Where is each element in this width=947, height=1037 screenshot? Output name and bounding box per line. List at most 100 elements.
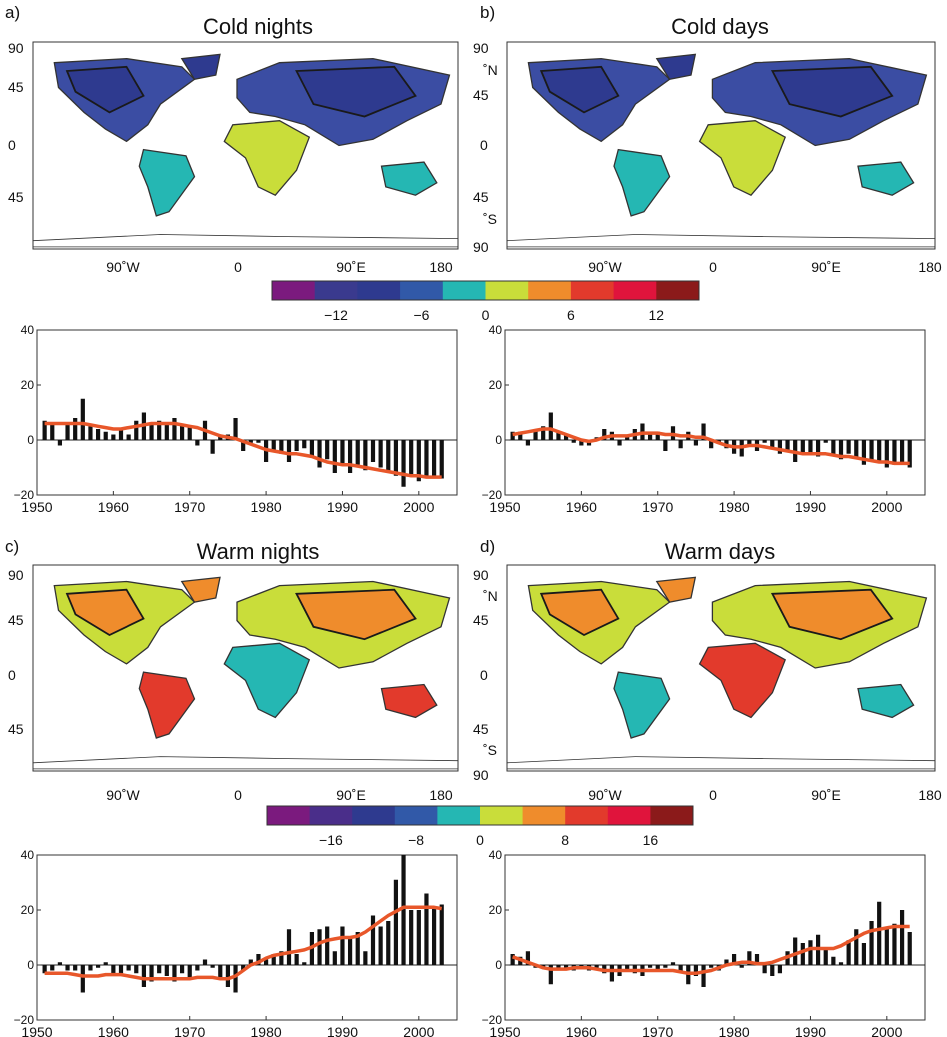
smoothed-trend-line — [44, 421, 442, 479]
timeseries-d: 1950 1960 1970 1980 1990 2000 40 20 0 −20 — [482, 848, 926, 1037]
bar — [602, 429, 607, 440]
lat-label: 45 — [473, 189, 489, 205]
bar — [401, 855, 406, 965]
lat-label: 45 — [473, 721, 489, 737]
bar — [42, 420, 47, 440]
bar — [302, 962, 307, 965]
map-significant-region — [295, 65, 417, 118]
bar — [256, 440, 261, 443]
bar — [157, 965, 162, 974]
bar — [579, 440, 584, 446]
y-tick-label: 40 — [489, 848, 503, 862]
bar — [548, 965, 553, 985]
map-region-africa — [223, 120, 311, 197]
bar — [225, 965, 231, 987]
bar — [823, 440, 828, 443]
x-tick-label: 1980 — [719, 499, 750, 515]
lat-label: 45 — [8, 721, 24, 737]
x-tick-label: 2000 — [871, 1024, 902, 1037]
x-tick-label: 1950 — [21, 499, 52, 515]
lon-label: 90˚E — [336, 787, 366, 803]
bar — [118, 965, 124, 974]
lat-label: 90 — [473, 767, 489, 783]
colorbar-label: −16 — [319, 832, 343, 848]
map-frame — [506, 564, 936, 772]
colorbar-swatch — [485, 281, 529, 300]
panel-letter-d: d) — [480, 537, 495, 556]
bar — [80, 398, 85, 440]
panel-letter-c: c) — [5, 537, 19, 556]
bar — [149, 965, 154, 982]
x-tick-label: 1970 — [174, 499, 205, 515]
bar — [663, 440, 668, 451]
x-tick-label: 1990 — [327, 1024, 358, 1037]
colorbar-top: −12 −6 0 6 12 — [271, 280, 700, 323]
bar — [378, 440, 383, 468]
bar — [111, 434, 116, 440]
x-tick-label: 1980 — [719, 1024, 750, 1037]
bar — [892, 923, 897, 965]
colorbar-swatch — [613, 281, 657, 300]
bar — [869, 921, 874, 965]
colorbar-label: −6 — [413, 307, 429, 323]
x-tick-label: 1980 — [251, 1024, 282, 1037]
lon-label: 180 — [918, 787, 942, 803]
smoothed-trend-line — [512, 427, 910, 466]
x-tick-label: 1950 — [489, 1024, 520, 1037]
bar — [370, 440, 376, 462]
colorbar-swatch — [565, 806, 609, 825]
bar — [241, 965, 246, 971]
map-region-africa — [698, 642, 787, 719]
bar — [800, 943, 805, 965]
map-region-antarctica — [32, 234, 459, 248]
colorbar-swatch — [314, 281, 358, 300]
x-tick-label: 1990 — [795, 1024, 826, 1037]
colorbar-bottom: −16 −8 0 8 16 — [266, 805, 694, 848]
colorbar-swatch — [570, 281, 615, 300]
map-region-greenland — [180, 53, 221, 81]
bar — [647, 965, 653, 968]
bar — [42, 965, 47, 974]
y-tick-label: 40 — [21, 848, 35, 862]
map-region-greenland — [655, 53, 697, 81]
panel-d: d) Warm days 90 ˚N 45 0 45 ˚S 90 90˚W 0 90˚E 180 — [473, 537, 942, 803]
bar — [347, 440, 353, 473]
bar — [57, 962, 63, 965]
map-frame — [32, 564, 459, 772]
bar — [355, 440, 360, 465]
bar — [126, 434, 131, 440]
bar — [309, 440, 315, 457]
lat-label: 90 — [8, 40, 24, 56]
bar — [95, 429, 101, 440]
bar — [815, 440, 821, 457]
lon-label: 90˚W — [588, 259, 622, 275]
panel-letter-b: b) — [480, 3, 495, 22]
bar — [541, 426, 546, 440]
bar — [218, 965, 223, 979]
bar — [149, 423, 154, 440]
map-region-aus — [857, 161, 915, 196]
map-region-sa — [138, 148, 196, 217]
colorbar-swatch — [309, 806, 353, 825]
bar — [724, 959, 729, 965]
bar — [393, 440, 399, 476]
bar — [869, 440, 874, 462]
bar — [663, 965, 668, 968]
bar — [103, 962, 108, 965]
bar — [739, 965, 744, 968]
lat-label: 90 — [8, 567, 24, 583]
plot-frame — [504, 329, 926, 496]
bar — [347, 937, 353, 965]
bar — [401, 440, 406, 487]
bar — [556, 431, 561, 440]
colorbar-swatch — [522, 806, 566, 825]
bar — [332, 951, 337, 965]
bar — [378, 926, 383, 965]
bar — [294, 954, 299, 965]
map-region-antarctica — [506, 234, 936, 248]
plot-frame — [36, 854, 458, 1021]
y-tick-label: 0 — [495, 433, 502, 447]
bar — [317, 929, 322, 965]
bar — [884, 440, 889, 468]
y-tick-label: −20 — [14, 488, 35, 502]
